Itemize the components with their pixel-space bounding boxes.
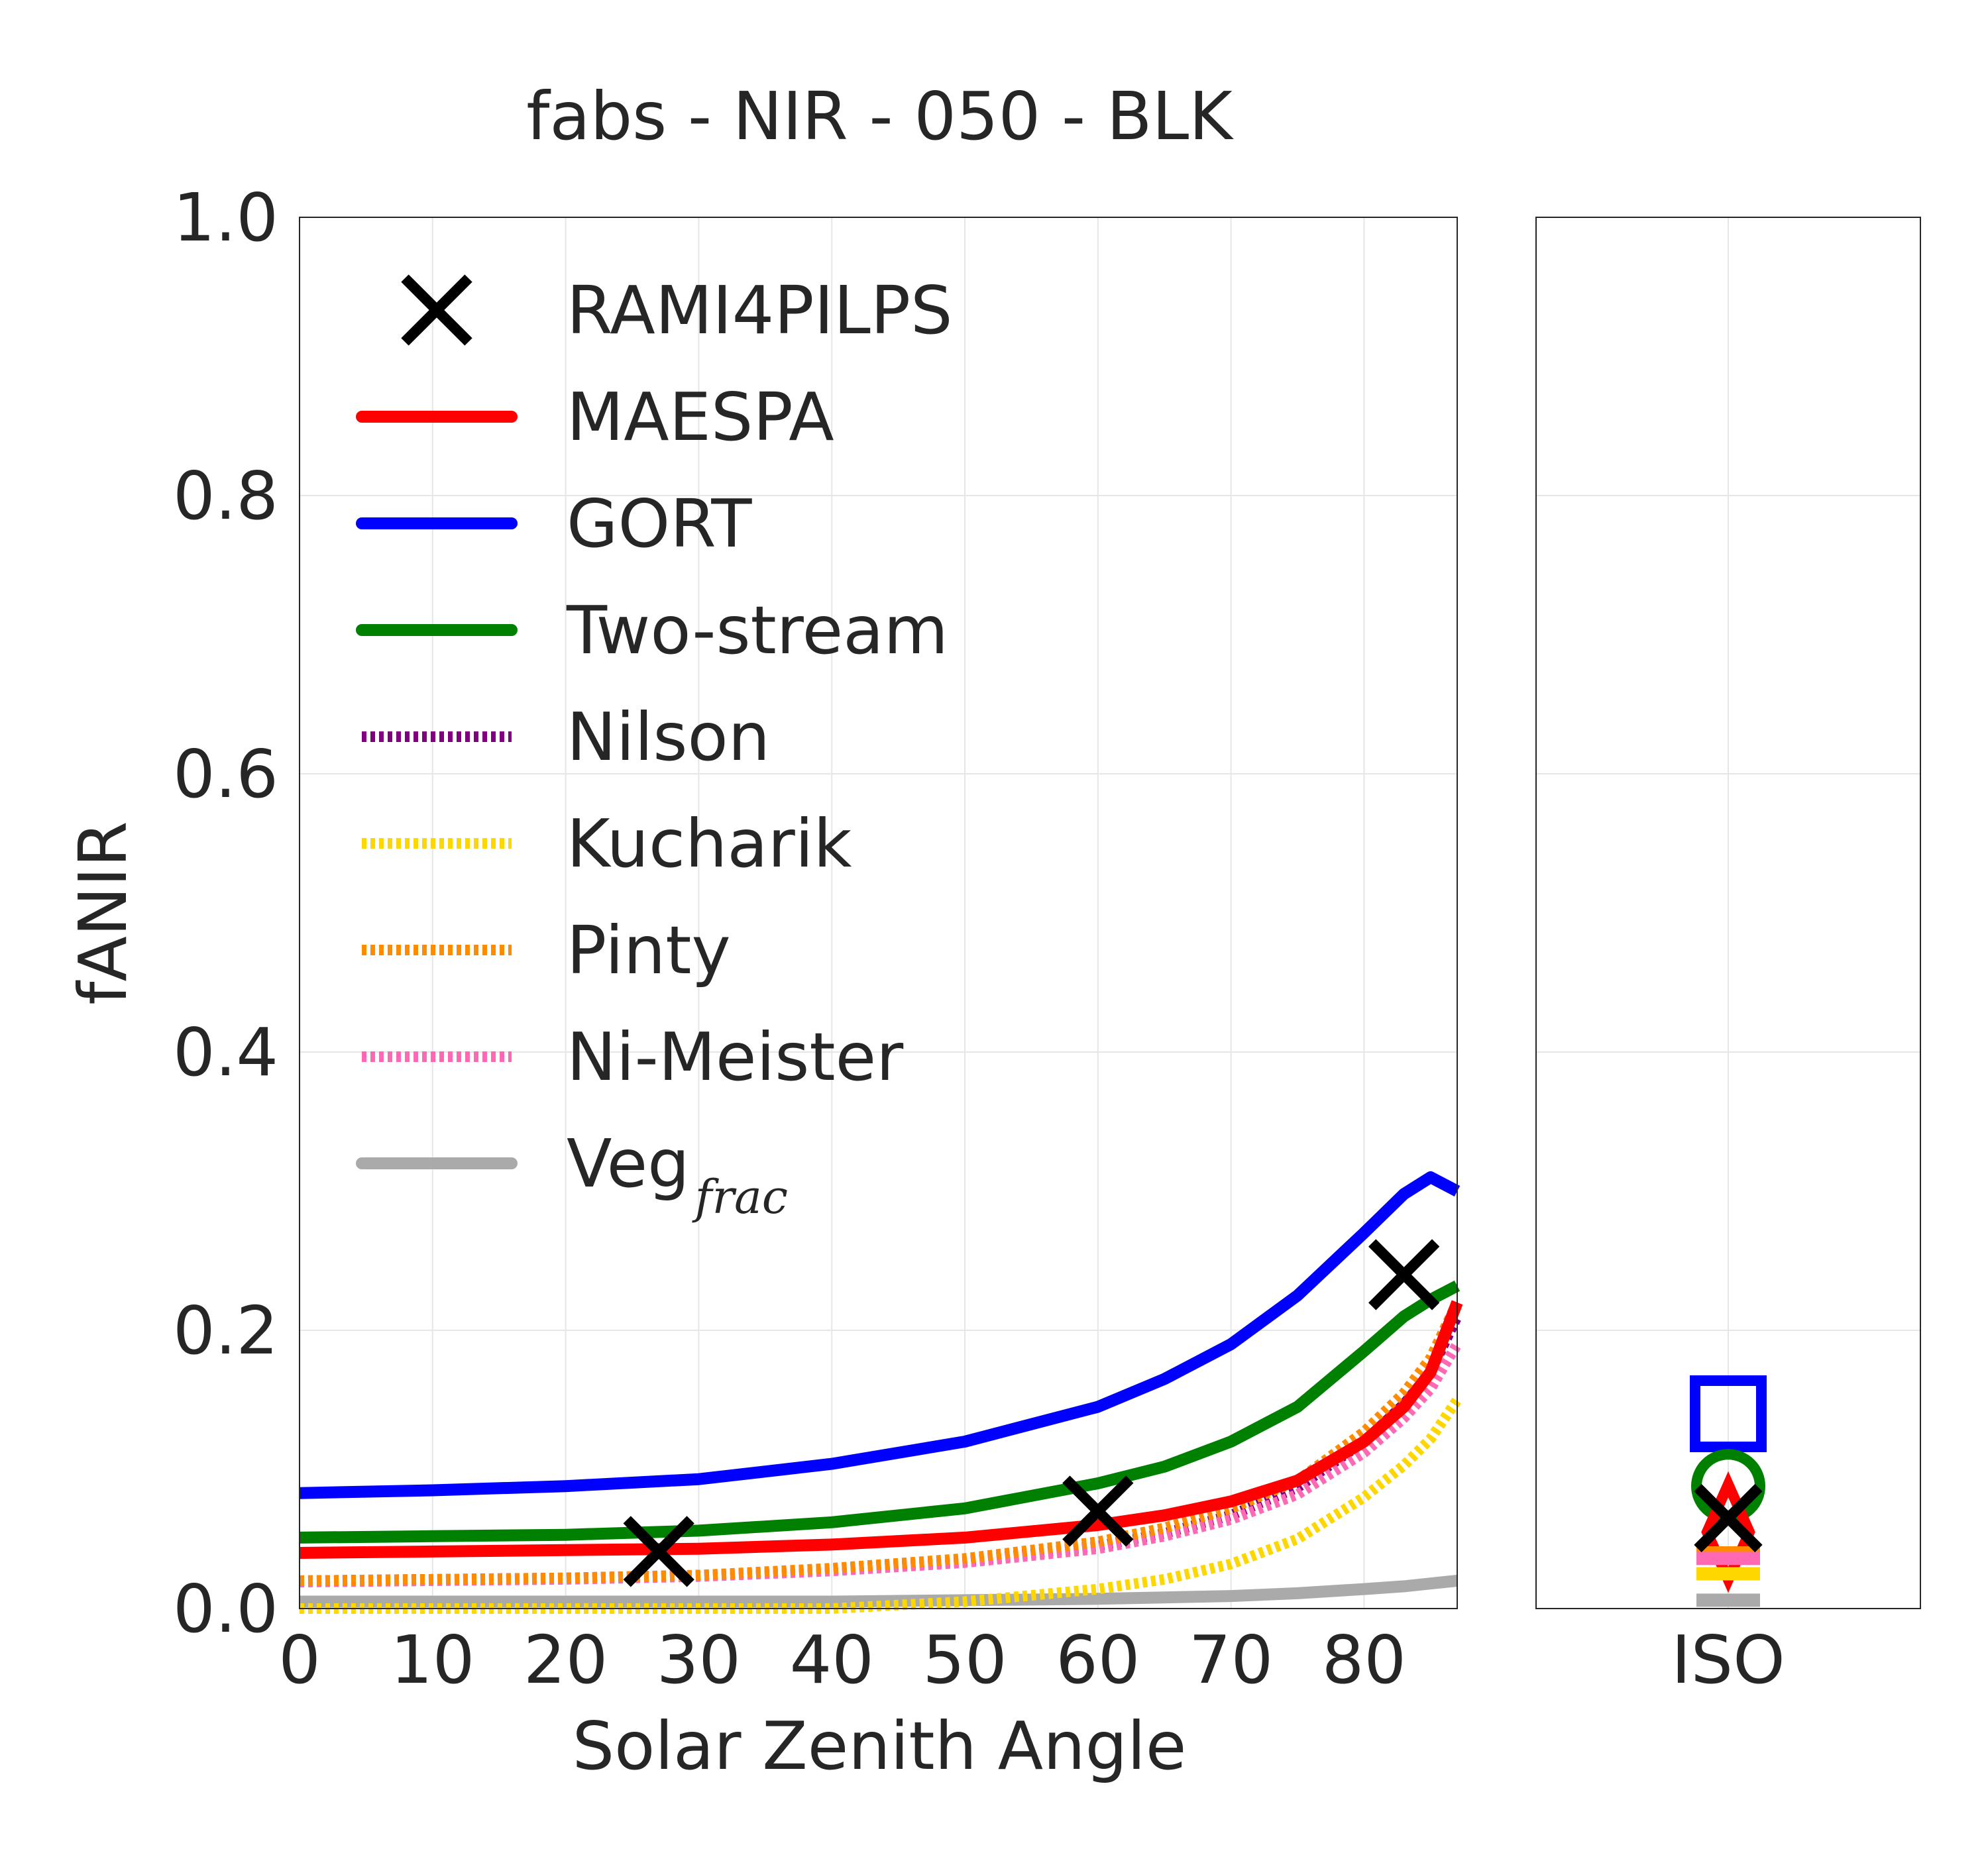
legend-label: RAMI4PILPS [567,272,953,349]
legend-item: RAMI4PILPS [401,272,953,349]
iso-marker-ni-meister [1696,1552,1760,1565]
x-tick-label: 60 [1056,1621,1140,1699]
reference-markers [623,1239,1440,1587]
legend-label: Ni-Meister [567,1018,904,1096]
legend-item: Nilson [362,698,770,776]
legend-label: Kucharik [567,805,852,882]
y-tick-label: 0.2 [173,1292,278,1369]
y-tick-label: 0.6 [173,735,278,813]
iso-marker-veg-frac [1696,1593,1760,1607]
reference-marker [623,1516,694,1587]
y-tick-label: 0.8 [173,457,278,535]
x-axis-label: Solar Zenith Angle [573,1707,1187,1785]
x-tick-label: 20 [524,1621,608,1699]
iso-marker-kucharik [1696,1567,1760,1581]
y-tick-label: 0.0 [173,1570,278,1648]
x-tick-label: 70 [1189,1621,1273,1699]
legend-label-subscript: frac [692,1170,788,1224]
y-axis-label: fANIR [64,821,142,1004]
series-line-two-stream [299,1280,1461,1544]
series-line-maespa [299,1300,1463,1559]
x-tick-label: 80 [1322,1621,1406,1699]
series-line-gort [299,1171,1461,1499]
iso-plot-frame [1535,217,1921,1609]
y-tick-label: 1.0 [173,179,278,256]
main-plot-frame [299,217,1458,1609]
legend-item: Kucharik [362,805,852,882]
chart-title: fabs - NIR - 050 - BLK [526,78,1234,155]
x-tick-label: 10 [390,1621,474,1699]
legend-item: MAESPA [356,378,834,456]
x-tick-label: 30 [657,1621,741,1699]
legend-item: Ni-Meister [362,1018,904,1096]
x-tick-labels: 0 10 20 30 40 50 60 70 80 [278,1621,1406,1699]
legend-label: MAESPA [567,378,834,456]
y-tick-label: 0.4 [173,1014,278,1091]
reference-marker [1062,1475,1134,1547]
iso-marker-rami4pilps [1694,1483,1763,1553]
legend-item: Pinty [362,912,731,989]
legend-item: GORT [356,485,752,562]
legend-item: Two-stream [356,592,948,669]
legend-label: Two-stream [566,592,948,669]
y-tick-labels: 0.0 0.2 0.4 0.6 0.8 1.0 [173,179,278,1648]
reference-marker [1368,1239,1440,1310]
legend-swatch [401,274,472,346]
series-line-veg [300,1575,1458,1608]
x-tick-label: 40 [790,1621,874,1699]
iso-marker-gort [1690,1375,1767,1452]
legend-label: Nilson [567,698,770,776]
x-tick-label: 50 [922,1621,1007,1699]
legend-label: Pinty [567,912,731,989]
legend-label: GORT [567,485,752,562]
iso-markers [1690,1375,1767,1607]
series-line-pinty [299,1300,1463,1586]
x-tick-label: 0 [278,1621,321,1699]
iso-axis-label: ISO [1671,1621,1785,1699]
